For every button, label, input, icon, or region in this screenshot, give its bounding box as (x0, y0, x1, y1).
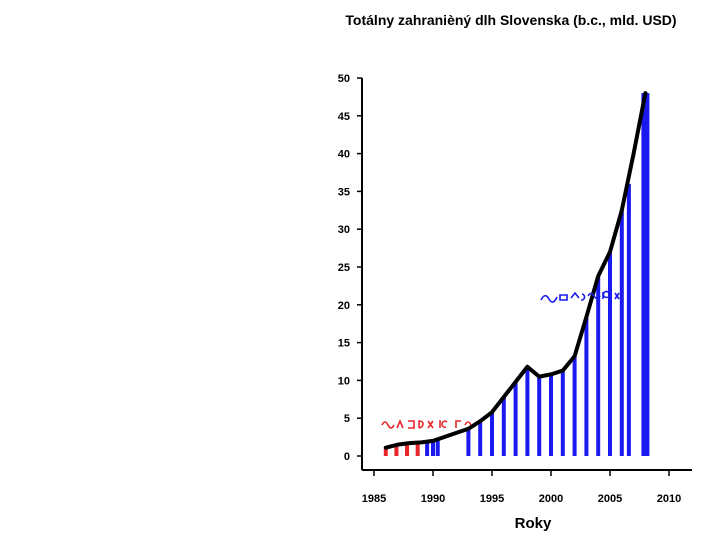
bar-17 (584, 316, 589, 456)
bar-1 (394, 445, 399, 456)
y-tick-label-45: 45 (338, 111, 350, 123)
bar-0 (383, 447, 388, 456)
y-tick-label-40: 40 (338, 149, 350, 161)
bar-7 (466, 428, 471, 456)
bar-2 (405, 443, 410, 456)
bar-16 (572, 356, 577, 456)
blue-annotation-squiggle (540, 290, 620, 303)
bar-9 (490, 412, 494, 456)
bar-5 (431, 440, 435, 456)
bar-3 (415, 442, 420, 456)
y-tick-label-35: 35 (338, 186, 350, 198)
y-tick-label-50: 50 (338, 73, 350, 85)
axes-layer: 0 5 10 15 20 25 30 35 40 45 50 1985 1990 1995 2000 2005… (338, 73, 692, 532)
bar-4 (425, 441, 430, 456)
red-annotation-squiggle (381, 418, 472, 429)
bar-14 (549, 374, 553, 456)
line-layer (383, 91, 648, 450)
x-tick-label-2000: 2000 (539, 493, 563, 505)
bar-15 (560, 370, 565, 456)
bar-12 (525, 366, 530, 456)
debt-line (383, 91, 648, 450)
y-tick-label-10: 10 (338, 375, 350, 387)
bar-6 (435, 440, 440, 456)
annotations-layer (381, 290, 620, 429)
bars-layer (383, 93, 650, 457)
bar-20 (619, 210, 624, 456)
y-tick-label-30: 30 (338, 224, 350, 236)
x-tick-label-1990: 1990 (421, 493, 445, 505)
y-tick-label-5: 5 (344, 413, 350, 425)
bar-13 (537, 376, 542, 456)
bar-22 (641, 93, 650, 457)
bar-19 (608, 251, 612, 456)
chart-title: Totálny zahranièný dlh Slovenska (b.c., … (345, 12, 677, 28)
y-tick-label-0: 0 (344, 451, 350, 463)
y-tick-label-15: 15 (338, 338, 350, 350)
x-tick-label-2010: 2010 (657, 493, 681, 505)
bar-10 (501, 397, 506, 456)
x-tick-label-2005: 2005 (598, 493, 622, 505)
x-axis-title: Roky (515, 515, 552, 532)
x-tick-label-1995: 1995 (480, 493, 504, 505)
bar-21 (626, 183, 631, 456)
y-tick-label-25: 25 (338, 262, 350, 274)
x-tick-label-1985: 1985 (362, 493, 386, 505)
bar-11 (513, 381, 518, 456)
bar-8 (478, 421, 483, 456)
y-tick-label-20: 20 (338, 300, 350, 312)
bar-18 (596, 276, 601, 456)
